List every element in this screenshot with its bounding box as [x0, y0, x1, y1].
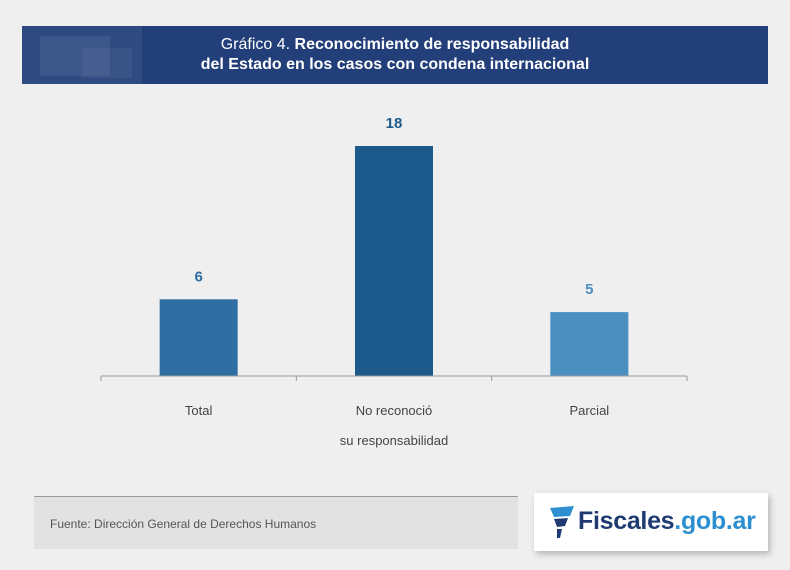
- logo-text: Fiscales.gob.ar: [578, 507, 756, 535]
- chart-title: Gráfico 4. Reconocimiento de responsabil…: [22, 35, 768, 75]
- data-label: 6: [194, 268, 202, 285]
- x-tick-sublabel: su responsabilidad: [340, 433, 448, 448]
- flag-icon: [550, 506, 574, 538]
- data-label: 5: [585, 281, 593, 298]
- x-tick-label: Total: [185, 403, 213, 418]
- x-tick-label: Parcial: [569, 403, 609, 418]
- bar-chart: 6 Total 18 No reconoció 5 Parcial su responsab…: [100, 115, 688, 448]
- header-decoration: [22, 26, 142, 84]
- chart-title-line1: Reconocimiento de responsabilidad: [294, 36, 570, 53]
- source-note: Fuente: Dirección General de Derechos Hu…: [34, 496, 518, 549]
- chart-header: Gráfico 4. Reconocimiento de responsabil…: [22, 26, 768, 84]
- header-decoration: [82, 48, 132, 78]
- fiscales-logo[interactable]: Fiscales.gob.ar: [534, 493, 768, 551]
- chart-title-prefix: Gráfico 4.: [220, 36, 291, 53]
- bar: [159, 299, 238, 376]
- bar: [355, 146, 433, 376]
- source-text: Fuente: Dirección General de Derechos Hu…: [50, 517, 317, 531]
- x-tick-label: No reconoció: [356, 403, 433, 418]
- chart-title-line2: del Estado en los casos con condena inte…: [200, 56, 590, 73]
- bar: [550, 312, 629, 376]
- data-label: 18: [386, 115, 403, 132]
- header-decoration: [40, 36, 110, 76]
